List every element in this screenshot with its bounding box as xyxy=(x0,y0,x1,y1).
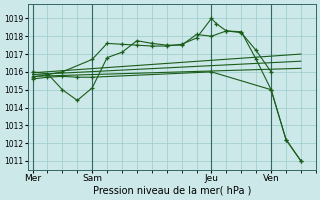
X-axis label: Pression niveau de la mer( hPa ): Pression niveau de la mer( hPa ) xyxy=(92,186,251,196)
